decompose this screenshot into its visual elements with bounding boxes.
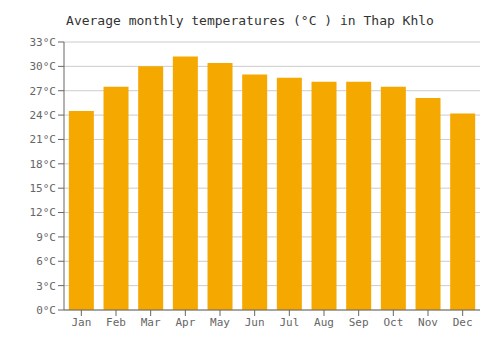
svg-text:Sep: Sep	[349, 316, 369, 329]
svg-text:Jul: Jul	[279, 316, 299, 329]
svg-text:Feb: Feb	[106, 316, 126, 329]
svg-text:Nov: Nov	[418, 316, 438, 329]
svg-text:Oct: Oct	[383, 316, 403, 329]
svg-text:27°C: 27°C	[30, 85, 57, 98]
svg-text:0°C: 0°C	[36, 304, 56, 317]
svg-text:33°C: 33°C	[30, 36, 57, 49]
svg-text:Apr: Apr	[175, 316, 195, 329]
svg-text:18°C: 18°C	[30, 158, 57, 171]
svg-text:9°C: 9°C	[36, 231, 56, 244]
svg-text:Jun: Jun	[245, 316, 265, 329]
svg-text:May: May	[210, 316, 230, 329]
html-text:Average monthly temperatures (: Average monthly temperatures (°C ) in Th…	[66, 13, 434, 28]
svg-text:15°C: 15°C	[30, 182, 57, 195]
svg-text:Mar: Mar	[141, 316, 161, 329]
svg-text:12°C: 12°C	[30, 206, 57, 219]
svg-text:Dec: Dec	[453, 316, 473, 329]
svg-text:3°C: 3°C	[36, 280, 56, 293]
svg-text:24°C: 24°C	[30, 109, 57, 122]
svg-text:Jan: Jan	[71, 316, 91, 329]
svg-text:6°C: 6°C	[36, 255, 56, 268]
svg-text:21°C: 21°C	[30, 133, 57, 146]
svg-text:Aug: Aug	[314, 316, 334, 329]
svg-text:30°C: 30°C	[30, 60, 57, 73]
